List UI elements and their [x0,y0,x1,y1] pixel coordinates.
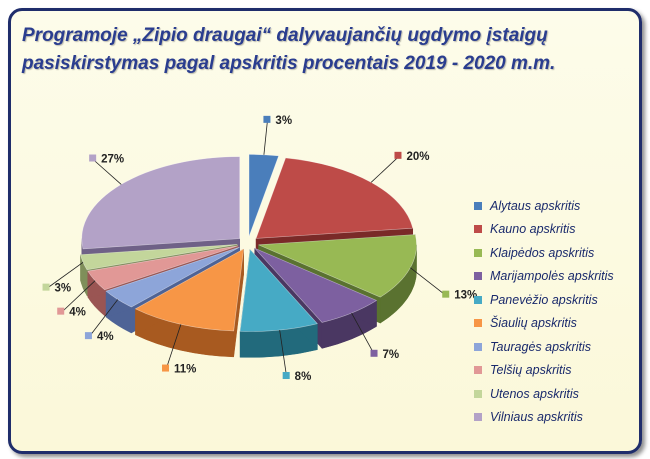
data-label: 8% [295,371,312,383]
data-label: 4% [97,331,114,343]
leader-line [263,120,268,155]
legend-swatch [474,342,482,351]
legend-label: Telšių apskritis [490,363,572,378]
pie-slice-utenos [80,244,238,271]
legend-item: Marijampolės apskritis [474,265,634,289]
legend-label: Utenos apskritis [490,386,579,401]
legend-swatch [474,248,482,257]
pie-tops [80,154,417,332]
pie-slice-marijampolės [254,247,378,323]
leader-line [165,324,182,370]
pie-slice-kauno [255,157,414,239]
legend-swatch [474,389,482,398]
pie-slice-alytaus [248,154,280,237]
leader-line [46,262,84,289]
legend-label: Panevėžio apskritis [490,292,598,307]
data-label: 3% [275,115,292,127]
legend-item: Panevėžio apskritis [474,288,634,312]
data-label-marker [442,290,450,298]
data-label: 3% [55,283,72,295]
data-label-marker [89,154,97,162]
data-label-marker [162,364,170,372]
data-label: 13% [454,290,477,302]
legend-swatch [474,201,482,210]
legend-swatch [474,295,482,304]
pie-slice-tauragės [105,246,240,308]
pie-slice-šiaulių [134,248,244,332]
legend-label: Alytaus apskritis [490,198,581,213]
pie-data-labels: 3% 20% 13% 7% 8% 11% 4% 4% 3% 27% [42,115,477,383]
legend-item: Kauno apskritis [474,218,634,242]
chart-title: Programoje „Zipio draugai“ dalyvaujančių… [22,25,556,74]
legend-label: Kauno apskritis [490,222,576,237]
legend-label: Marijampolės apskritis [490,269,614,284]
data-label: 7% [383,349,400,361]
legend-item: Šiaulių apskritis [474,312,634,336]
leader-line [92,159,122,185]
leader-line [410,267,447,296]
pie-slice-panevėžio [239,248,318,332]
legend-item: Alytaus apskritis [474,194,634,218]
legend-item: Tauragės apskritis [474,335,634,359]
legend-swatch [474,319,482,328]
leader-line [370,156,399,183]
legend-swatch [474,225,482,234]
data-label-marker [282,372,290,380]
leader-line [279,329,288,378]
chart-legend: Alytaus apskritis Kauno apskritis Klaipėdo… [474,194,634,429]
data-label: 4% [69,307,86,319]
leader-line [351,312,375,355]
legend-label: Vilniaus apskritis [490,410,583,425]
data-label-marker [263,115,271,123]
data-label-marker [394,151,402,159]
legend-item: Telšių apskritis [474,359,634,383]
legend-swatch [474,272,482,281]
legend-item: Utenos apskritis [474,382,634,406]
legend-swatch [474,413,482,422]
legend-item: Vilniaus apskritis [474,406,634,430]
legend-swatch [474,366,482,375]
legend-label: Šiaulių apskritis [490,316,577,331]
data-label: 20% [406,151,429,163]
data-label-marker [370,349,378,357]
legend-label: Tauragės apskritis [490,339,591,354]
pie-slice-klaipėdos [258,234,417,298]
legend-item: Klaipėdos apskritis [474,241,634,265]
data-label-marker [84,332,92,340]
data-label-marker [42,283,50,291]
leader-line [88,299,119,338]
leader-line [60,280,96,313]
data-label-marker [57,307,65,315]
legend-label: Klaipėdos apskritis [490,245,595,260]
data-label: 11% [174,364,196,376]
data-label: 27% [101,154,124,166]
